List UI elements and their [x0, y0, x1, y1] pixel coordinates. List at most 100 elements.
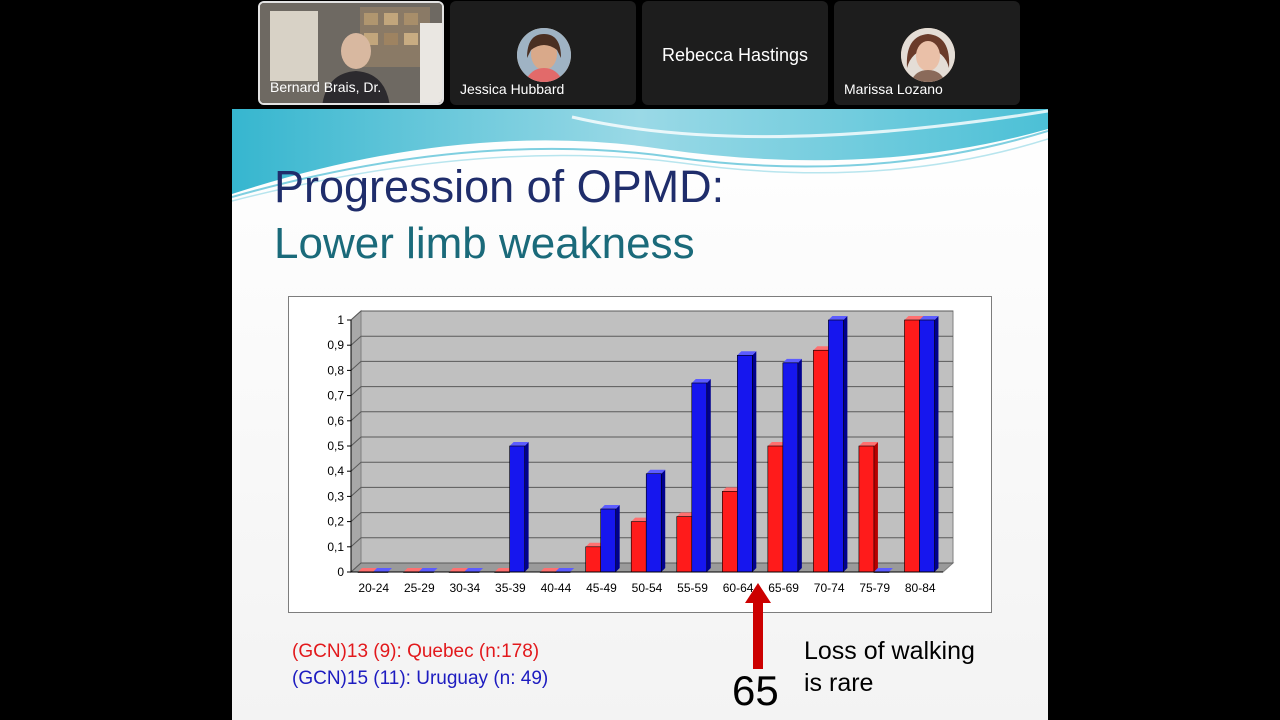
bar-chart-svg: 0 0,1 0,2 0,3 0,4 0,5 0,6 0,7 0,8 0,9 1 20-24 25-29 3…: [327, 309, 955, 595]
legend-quebec: (GCN)13 (9): Quebec (n:178): [292, 641, 540, 662]
x-tick-label: 60-64: [723, 581, 754, 595]
bar-top: [722, 487, 742, 492]
y-tick-label: 1: [337, 313, 344, 327]
x-tick-label: 65-69: [768, 581, 799, 595]
shared-slide: Progression of OPMD: Lower limb weakness…: [232, 109, 1048, 720]
bar: [782, 362, 799, 573]
bar-top: [403, 568, 423, 572]
bar-top: [418, 568, 438, 572]
bar-top: [464, 568, 484, 572]
bar: [585, 546, 601, 573]
up-arrow-icon: [745, 583, 771, 669]
bar-side: [615, 505, 620, 572]
bar-side: [843, 316, 848, 572]
avatar: [517, 28, 571, 82]
bar-top: [737, 351, 757, 356]
bar-top: [449, 568, 469, 572]
bar-top: [873, 568, 893, 572]
walking-note: Loss of walking is rare: [804, 635, 975, 699]
x-tick-label: 45-49: [586, 581, 617, 595]
bar: [600, 508, 616, 573]
y-tick-label: 0,8: [327, 363, 344, 377]
bar-top: [600, 505, 620, 509]
x-tick-label: 40-44: [541, 581, 572, 595]
bar: [828, 319, 844, 573]
profile-photo-icon: [901, 28, 955, 82]
x-tick-label: 25-29: [404, 581, 435, 595]
bar: [691, 382, 708, 573]
bar-side: [797, 358, 802, 572]
walking-note-line1: Loss of walking: [804, 637, 975, 665]
bar: [509, 445, 525, 573]
participant-video: [260, 3, 442, 103]
slide-subtitle: Lower limb weakness: [274, 219, 695, 268]
bar-chart: 0 0,1 0,2 0,3 0,4 0,5 0,6 0,7 0,8 0,9 1 20-24 25-29 3…: [288, 296, 992, 613]
participant-name: Bernard Brais, Dr.: [270, 79, 382, 95]
bar-top: [646, 469, 666, 474]
bar: [858, 445, 875, 573]
bar-top: [858, 442, 878, 446]
bar-top: [767, 442, 787, 446]
y-tick-label: 0,9: [327, 338, 344, 352]
bar-top: [919, 316, 939, 320]
bar-top: [904, 316, 924, 320]
participant-tile-jessica[interactable]: Jessica Hubbard: [450, 1, 636, 105]
participant-name-large: Rebecca Hastings: [661, 45, 809, 65]
gridline: [350, 335, 953, 346]
bar-side: [524, 442, 529, 572]
bar-top: [782, 358, 802, 363]
bar-top: [676, 512, 696, 517]
bar-top: [691, 379, 711, 383]
bar-side: [706, 379, 711, 572]
x-tick-label: 70-74: [814, 581, 845, 595]
participant-tile-bernard[interactable]: Bernard Brais, Dr.: [258, 1, 444, 105]
participant-name: Jessica Hubbard: [460, 81, 565, 97]
x-tick-label: 55-59: [677, 581, 708, 595]
bar-top: [358, 568, 377, 572]
bar-top: [631, 517, 651, 522]
bar: [737, 354, 753, 573]
participant-tile-rebecca[interactable]: Rebecca Hastings: [642, 1, 828, 105]
slide-title: Progression of OPMD:: [274, 161, 725, 212]
x-tick-label: 75-79: [859, 581, 890, 595]
slide-wave-header: [232, 109, 1048, 202]
bar-top: [585, 542, 605, 547]
x-tick-label: 50-54: [632, 581, 663, 595]
bar: [767, 445, 784, 573]
bar: [630, 521, 647, 573]
bar-top: [828, 316, 848, 320]
participant-name: Marissa Lozano: [844, 81, 943, 97]
x-tick-label: 35-39: [495, 581, 526, 595]
legend-uruguay: (GCN)15 (11): Uruguay (n: 49): [292, 668, 549, 689]
bar-top: [494, 568, 514, 572]
walking-note-line2: is rare: [804, 669, 874, 697]
bar-top: [813, 346, 833, 351]
x-tick-label: 80-84: [905, 581, 936, 595]
bar: [919, 319, 935, 573]
y-tick-label: 0,4: [327, 464, 344, 478]
bar: [904, 319, 920, 573]
video-feed-icon: [260, 3, 442, 103]
bar: [645, 473, 662, 573]
bar: [676, 516, 693, 573]
y-tick-label: 0,1: [327, 540, 344, 554]
profile-photo-icon: [517, 28, 571, 82]
bar-side: [752, 351, 757, 572]
bar: [722, 491, 738, 573]
y-tick-label: 0,3: [327, 489, 344, 503]
bar-top: [540, 568, 560, 572]
y-tick-label: 0,7: [327, 389, 344, 403]
bar-side: [873, 442, 878, 572]
y-tick-label: 0,5: [327, 439, 344, 453]
y-tick-label: 0: [337, 565, 344, 579]
x-tick-label: 20-24: [358, 581, 389, 595]
y-tick-label: 0,6: [327, 414, 344, 428]
bar-top: [509, 442, 529, 446]
avatar: [901, 28, 955, 82]
bar-side: [934, 316, 939, 572]
y-tick-label: 0,2: [327, 515, 344, 529]
participant-tile-marissa[interactable]: Marissa Lozano: [834, 1, 1020, 105]
participant-strip: Bernard Brais, Dr. Jessica Hubbard Rebec…: [0, 0, 1280, 108]
gridline: [350, 310, 953, 321]
x-tick-label: 30-34: [449, 581, 480, 595]
